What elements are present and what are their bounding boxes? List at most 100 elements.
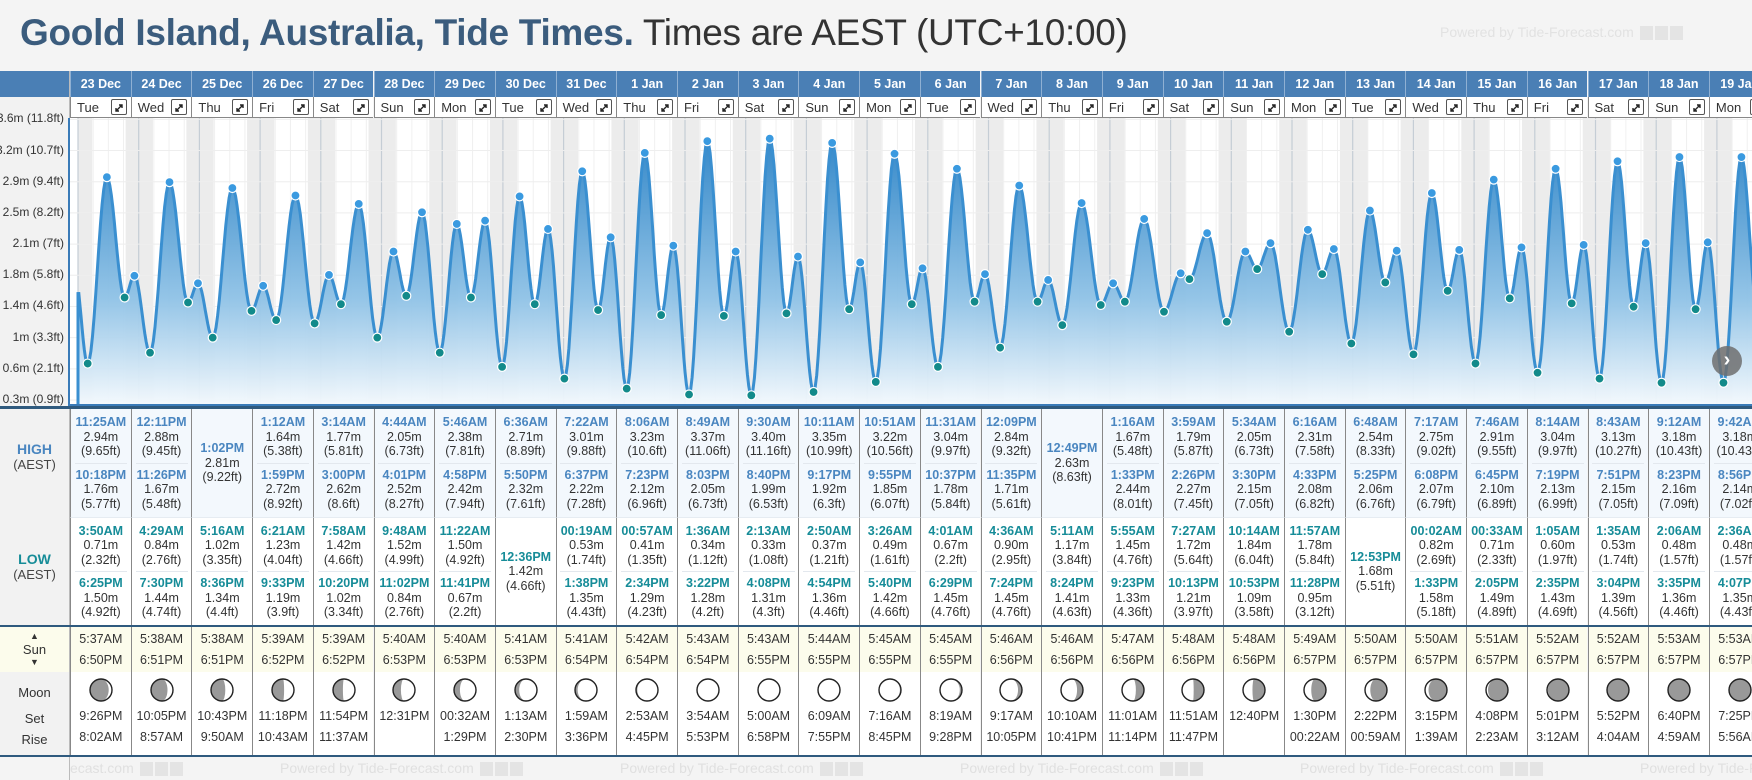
sunrise-time: 5:41AM (504, 632, 548, 646)
low-tide-height-ft: (4.76ft) (930, 605, 971, 619)
low-tide-height-ft: (5.51ft) (1355, 578, 1396, 593)
low-tide-time: 2:50AM (807, 523, 852, 538)
low-tide-time: 6:21AM (260, 523, 306, 538)
y-axis: 0.3m (0.9ft) 0.6m (2.1ft) 1m (3.3ft) 1.4m (… (0, 111, 70, 406)
expand-day-button[interactable] (1385, 99, 1402, 115)
high-tide-entry: 6:36AM 2.71m (8.89ft) (500, 411, 552, 463)
sun-cell: 5:52AM 6:57PM (1526, 627, 1588, 672)
low-tide-time: 3:35PM (1657, 576, 1701, 590)
low-tide-point (434, 347, 445, 358)
low-tide-point (1504, 293, 1515, 304)
expand-day-button[interactable] (535, 99, 552, 115)
divider (0, 625, 1752, 627)
low-tide-cell: 4:29AM 0.84m (2.76ft) 7:30PM 1.44m (4.74ft) (130, 517, 192, 625)
low-tide-point (932, 361, 944, 372)
low-tide-height-ft: (1.74ft) (566, 552, 607, 567)
logo-icon (1174, 762, 1188, 777)
weekday-label: Sun (380, 100, 404, 115)
moon-heading: Moon (18, 685, 51, 700)
expand-day-button[interactable] (656, 99, 673, 115)
high-tide-point (639, 147, 650, 158)
weekday-label: Sun (1655, 100, 1679, 115)
expand-day-button[interactable] (414, 99, 431, 115)
weekday-label: Wed (137, 100, 165, 115)
logo-icon (1514, 762, 1528, 777)
low-tide-height-ft: (5.84ft) (1295, 552, 1335, 567)
low-tide-entry: 1:33PM 1.58m (5.18ft) (1410, 571, 1463, 624)
low-tide-height-m: 1.19m (265, 590, 301, 605)
low-tide-time: 7:30PM (139, 576, 184, 590)
low-tide-point (906, 299, 917, 310)
moon-phase-icon (210, 678, 234, 702)
expand-day-button[interactable] (717, 99, 734, 115)
low-tide-height-ft: (1.74ft) (1598, 552, 1639, 567)
expand-day-button[interactable] (899, 99, 916, 115)
high-tide-entry: 7:51PM 2.15m (7.05ft) (1592, 462, 1645, 516)
expand-day-button[interactable] (1749, 99, 1752, 115)
high-tide-entry: 10:11AM 3.35m (10.99ft) (803, 411, 855, 463)
expand-day-button[interactable] (232, 99, 249, 115)
high-tide-height-ft: (8.89ft) (505, 444, 546, 458)
expand-day-button[interactable] (474, 99, 491, 115)
low-tide-time: 5:11AM (1050, 523, 1094, 538)
sunrise-time: 5:38AM (200, 632, 244, 646)
expand-day-button[interactable] (1324, 99, 1341, 115)
high-tide-time: 1:16AM (1110, 415, 1155, 429)
expand-day-button[interactable] (1506, 99, 1523, 115)
moon-phase-icon (1667, 678, 1691, 702)
date-header: 28 Dec (373, 71, 435, 97)
expand-day-button[interactable] (960, 99, 977, 115)
low-tide-cell: 00:19AM 0.53m (1.74ft) 1:38PM 1.35m (4.43ft) (555, 517, 617, 625)
high-tide-point (1328, 243, 1339, 255)
sun-cell: 5:49AM 6:57PM (1284, 627, 1345, 672)
expand-day-button[interactable] (1142, 99, 1159, 115)
expand-day-button[interactable] (171, 99, 188, 115)
expand-day-button[interactable] (1628, 99, 1645, 115)
high-tide-height-ft: (8.6ft) (327, 496, 360, 511)
high-tide-time: 1:02PM (200, 441, 245, 456)
expand-day-button[interactable] (1446, 99, 1463, 115)
date-header: 23 Dec (70, 71, 131, 97)
moonset-time: 1:13AM (504, 709, 548, 723)
low-tide-height-ft: (3.84ft) (1052, 552, 1092, 567)
expand-day-button[interactable] (1688, 99, 1705, 115)
moon-cell: 11:51AM 11:47PM (1162, 672, 1224, 755)
sunrise-time: 5:45AM (929, 632, 973, 646)
weekday-label: Tue (926, 100, 949, 115)
high-tide-point (702, 136, 713, 147)
low-tide-point (1690, 304, 1701, 315)
moonset-time: 7:16AM (868, 709, 912, 723)
next-days-button[interactable]: › (1712, 346, 1742, 376)
weekday-label: Mon (1715, 100, 1742, 115)
expand-day-button[interactable] (1263, 99, 1280, 115)
expand-day-button[interactable] (353, 99, 370, 115)
low-tide-height-ft: (4.43ft) (1719, 605, 1752, 619)
sun-cell: 5:44AM 6:55PM (798, 627, 860, 672)
high-tide-cell: 3:14AM 1.77m (5.81ft) 3:00PM 2.62m (8.6ft) (312, 409, 374, 517)
low-tide-time: 3:26AM (867, 523, 913, 538)
high-tide-height-ft: (6.73ft) (384, 444, 425, 458)
expand-day-button[interactable] (778, 99, 795, 115)
high-tide-height-m: 2.16m (1661, 482, 1697, 496)
expand-day-button[interactable] (292, 99, 309, 115)
high-tide-entry: 3:59AM 1.79m (5.87ft) (1167, 411, 1219, 463)
moonset-time: 11:54PM (319, 709, 369, 723)
high-tide-time: 5:34AM (1231, 415, 1277, 429)
expand-day-button[interactable] (110, 99, 127, 115)
high-tide-cell: 4:44AM 2.05m (6.73ft) 4:01PM 2.52m (8.27ft) (373, 409, 435, 517)
expand-day-button[interactable] (1021, 99, 1038, 115)
high-tide-entry: 10:51AM 3.22m (10.56ft) (864, 411, 916, 463)
weekday-label: Tue (1351, 100, 1374, 115)
high-tide-time: 8:23PM (1657, 467, 1701, 482)
high-tide-entry: 12:49PM 2.63m (8.63ft) (1046, 437, 1098, 489)
expand-day-button[interactable] (1567, 99, 1584, 115)
high-tide-entry: 10:37PM 1.78m (5.84ft) (924, 462, 977, 516)
high-tide-height-m: 2.05m (1236, 429, 1272, 444)
expand-day-button[interactable] (1081, 99, 1098, 115)
expand-day-button[interactable] (839, 99, 856, 115)
weekday-label: Sun (805, 100, 829, 115)
high-tide-height-ft: (7.28ft) (566, 496, 607, 511)
expand-day-button[interactable] (1203, 99, 1220, 115)
expand-day-button[interactable] (596, 99, 613, 115)
sunset-time: 6:53PM (504, 653, 548, 667)
